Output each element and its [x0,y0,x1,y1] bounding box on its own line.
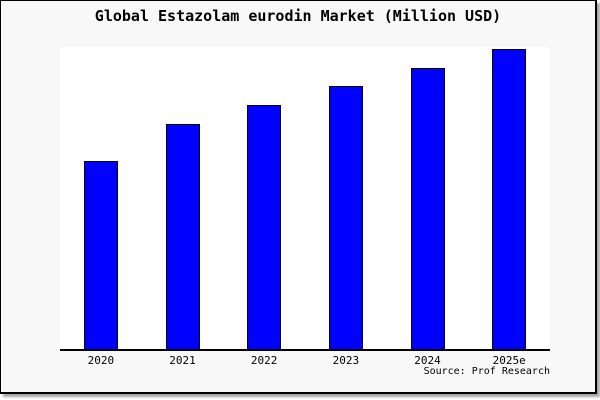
x-tick-label-2024: 2024 [414,354,441,367]
bar-2020 [83,161,118,349]
bar-2022 [247,105,282,349]
x-tick-label-2022: 2022 [250,354,278,367]
x-tick-label-2025e: 2025e [492,354,526,367]
x-axis: 2020 2021 2022 2023 2024 2025e [60,354,550,368]
x-tick-label-2021: 2021 [169,354,196,367]
x-tick-label-2023: 2023 [332,354,360,367]
bar-2025e [492,49,527,349]
plot-area [60,47,550,351]
source-credit: Source: Prof Research [423,366,550,377]
x-tick-label-2020: 2020 [87,354,115,367]
chart-title: Global Estazolam eurodin Market (Million… [94,7,502,25]
bar-2021 [165,124,200,349]
bar-2024 [410,68,445,349]
bar-2023 [328,86,363,349]
